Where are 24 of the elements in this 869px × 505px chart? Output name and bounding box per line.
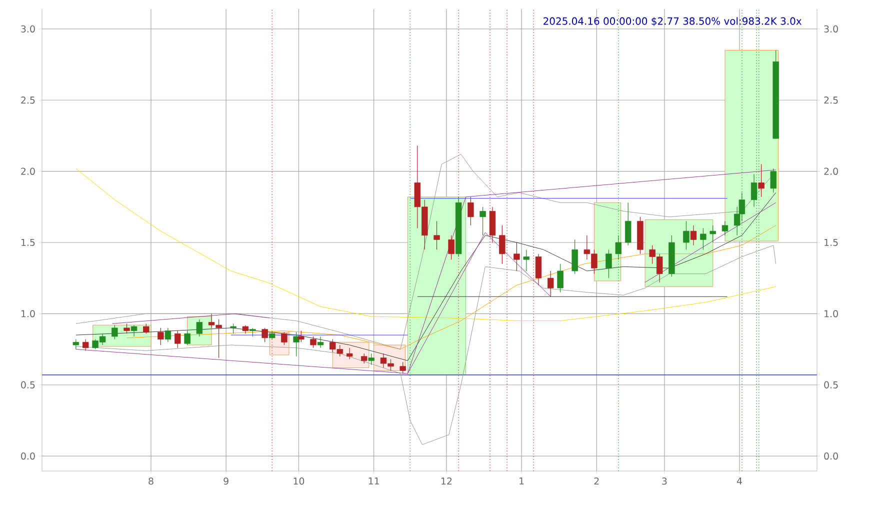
y2-tick-label: 0.5 (824, 381, 838, 388)
y-tick-label: 0.5 (21, 381, 35, 388)
y2-tick-label: 3.0 (824, 25, 838, 33)
x-tick-label: 3 (662, 478, 667, 485)
x-tick-label: 2 (594, 478, 599, 485)
y2-tick-label: 1.0 (824, 310, 838, 318)
y-tick-label: 0.0 (21, 452, 35, 460)
x-tick-label: 11 (368, 478, 379, 484)
y-tick-label: 2.5 (21, 96, 35, 104)
x-tick-label: 4 (736, 478, 742, 484)
y-tick-label: 2.0 (21, 168, 35, 175)
y-tick-label: 1.0 (21, 310, 35, 318)
x-tick-label: 10 (294, 478, 304, 485)
y-tick-label: 1.5 (21, 238, 35, 246)
x-tick-label: 8 (148, 478, 154, 485)
x-tick-label: 12 (441, 478, 452, 485)
y-tick-label: 3.0 (21, 25, 35, 33)
y2-tick-label: 0.0 (824, 452, 838, 460)
text: 2025.04.16 00:00:00 $2.77 38.50% vol:983.2K 3.0x (544, 17, 802, 26)
x-tick-label: 1 (520, 478, 524, 484)
y2-tick-label: 2.0 (824, 168, 838, 175)
y2-tick-label: 2.5 (824, 96, 838, 104)
x-tick-label: 9 (224, 478, 228, 485)
y2-tick-label: 1.5 (824, 238, 838, 246)
